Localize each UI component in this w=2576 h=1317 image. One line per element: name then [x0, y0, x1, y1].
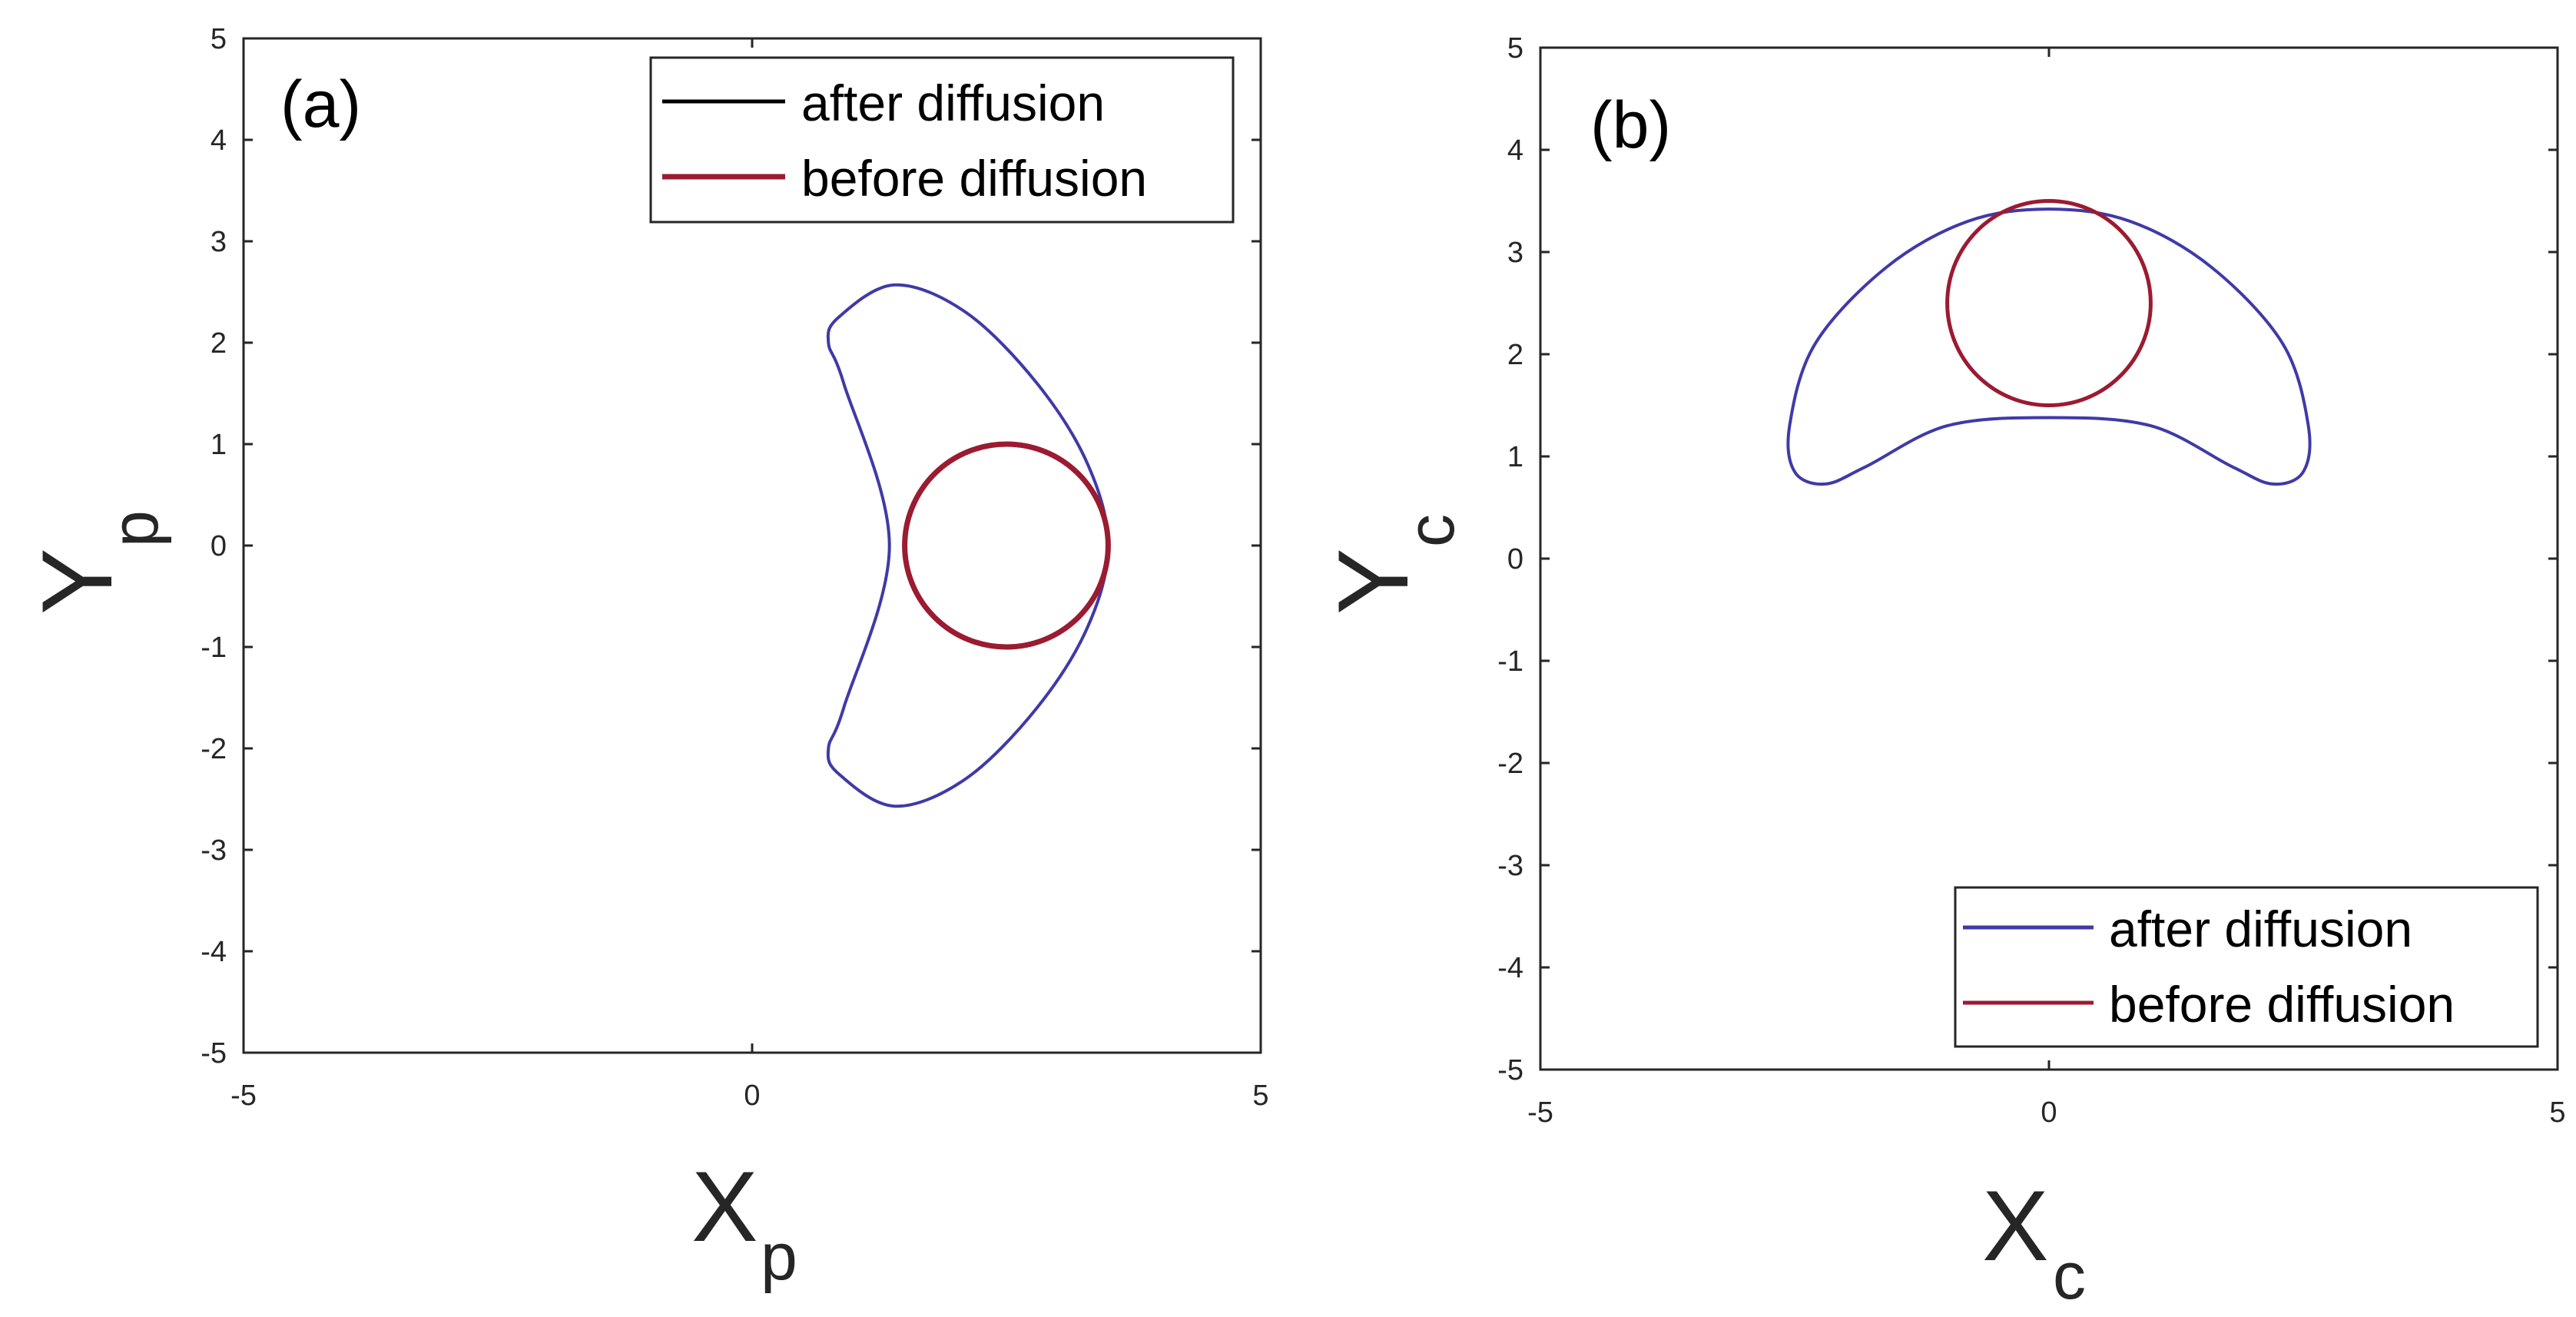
- panel-a-ylabel: Y p: [21, 510, 172, 615]
- panel-b-ticks: 5 4 3 2 1 0 -1 -2 -3 -4 -5-5 0 5: [1497, 32, 2565, 1129]
- panel-a-legend-label-after: after diffusion: [801, 75, 1105, 131]
- panel-a-ytick-label: -3: [201, 834, 227, 867]
- panel-b-ytick-label: 3: [1507, 237, 1523, 269]
- panel-b-xtick-label: 5: [2549, 1096, 2565, 1129]
- panel-b-xtick-label: 0: [2041, 1096, 2057, 1129]
- panel-b-ytick-label: -5: [1497, 1054, 1523, 1086]
- panel-a-ytick-label: 1: [211, 429, 227, 461]
- panel-a-xlabel: X p: [691, 1150, 797, 1294]
- panel-b-legend-label-after: after diffusion: [2109, 901, 2412, 957]
- panel-b-label: (b): [1590, 88, 1671, 162]
- panel-b-xtick-label: -5: [1527, 1096, 1553, 1129]
- panel-b-series: [1786, 199, 2312, 486]
- panel-a-xlabel-main: X: [691, 1150, 758, 1262]
- panel-b-ylabel: Y c: [1317, 514, 1468, 615]
- panel-b-ytick-label: 2: [1507, 339, 1523, 371]
- panel-a-xlabel-sub: p: [761, 1220, 797, 1294]
- panel-a-ytick-label: -1: [201, 632, 227, 664]
- panel-a-ylabel-sub: p: [98, 510, 172, 547]
- panel-a-legend: after diffusion before diffusion: [649, 56, 1235, 224]
- panel-b-ytick-label: 0: [1507, 543, 1523, 576]
- panel-a-legend-box: [649, 56, 1235, 224]
- panel-a-ytick-label: 0: [211, 530, 227, 562]
- panel-a-xtick-label: 0: [744, 1080, 760, 1112]
- panel-a-ytick-label: 5: [211, 23, 227, 55]
- panel-a-ytick-label: 4: [211, 124, 227, 157]
- panel-a-ytick-label: -4: [201, 936, 227, 968]
- panel-a-ytick-label: -5: [201, 1037, 227, 1070]
- panel-b-xlabel: X c: [1982, 1169, 2086, 1313]
- panel-b-legend-box: [1954, 886, 2539, 1048]
- panel-b-xlabel-main: X: [1982, 1169, 2049, 1282]
- panel-a-legend-label-before: before diffusion: [801, 150, 1147, 207]
- panel-a-xtick-label: 5: [1252, 1080, 1268, 1112]
- panel-b-series-after-diffusion: [1786, 207, 2312, 486]
- panel-a-series-before-diffusion: [902, 441, 1111, 650]
- panel-a-ytick-label: 3: [211, 226, 227, 258]
- panel-a-series: [826, 283, 1111, 808]
- panel-b-legend: after diffusion before diffusion: [1954, 886, 2539, 1048]
- panel-b-xlabel-sub: c: [2053, 1239, 2086, 1313]
- panel-b-ytick-label: 4: [1507, 134, 1523, 167]
- panel-b-legend-label-before: before diffusion: [2109, 976, 2455, 1033]
- panel-b-ytick-label: -4: [1497, 952, 1523, 984]
- panel-b-ylabel-sub: c: [1394, 514, 1468, 547]
- panel-b-ytick-label: 1: [1507, 441, 1523, 473]
- panel-a-series-after-diffusion: [826, 283, 1110, 808]
- panel-a: 5 4 3 2 1 0 -1 -2 -3 -4 -5-5 0 5 (a) after diffusion…: [21, 23, 1269, 1294]
- panel-b-series-before-diffusion: [1945, 199, 2153, 407]
- panel-a-xtick-label: -5: [230, 1080, 257, 1112]
- panel-a-ylabel-main: Y: [21, 548, 133, 615]
- panel-b-ytick-label: 5: [1507, 32, 1523, 65]
- panel-b-ylabel-main: Y: [1317, 548, 1429, 615]
- panel-a-label: (a): [280, 68, 361, 141]
- panel-a-ytick-label: 2: [211, 327, 227, 360]
- panel-b-ytick-label: -2: [1497, 748, 1523, 780]
- panel-a-ticks: 5 4 3 2 1 0 -1 -2 -3 -4 -5-5 0 5: [201, 23, 1268, 1112]
- panel-b-ytick-label: -3: [1497, 850, 1523, 882]
- panel-b-ytick-label: -1: [1497, 645, 1523, 678]
- panel-a-ytick-label: -2: [201, 733, 227, 765]
- panel-b: 5 4 3 2 1 0 -1 -2 -3 -4 -5-5 0 5 (b) after diffusion…: [1317, 32, 2566, 1313]
